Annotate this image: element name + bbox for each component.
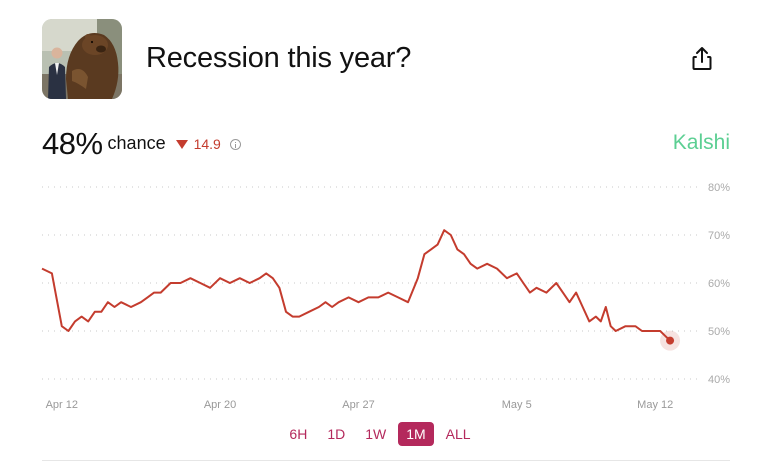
probability-chart: 80% 70% 60% 50% 40% Apr 12 Apr 20 Apr 27 May 5 M… [41, 182, 730, 411]
info-icon[interactable] [229, 138, 241, 150]
x-tick-label: May 5 [502, 399, 532, 411]
probability-value: 48% [42, 126, 103, 161]
x-tick-label: Apr 12 [46, 399, 78, 411]
range-button-1m[interactable]: 1M [398, 422, 434, 446]
y-axis: 80% 70% 60% 50% 40% [708, 182, 730, 386]
range-button-1d[interactable]: 1D [327, 426, 346, 442]
series-line [41, 229, 671, 342]
y-tick-label: 70% [708, 230, 730, 242]
range-button-all[interactable]: ALL [445, 426, 471, 442]
market-image [42, 19, 122, 99]
change-indicator: 14.9 [175, 136, 221, 152]
time-range-selector: 6H 1D 1W 1M ALL [0, 422, 760, 446]
y-tick-label: 50% [708, 326, 730, 338]
share-button[interactable] [688, 44, 716, 74]
question-title: Recession this year? [146, 42, 412, 74]
y-tick-label: 80% [708, 182, 730, 194]
x-tick-label: Apr 20 [204, 399, 236, 411]
change-value: 14.9 [193, 136, 221, 152]
triangle-down-icon [175, 139, 188, 149]
chance-label: chance [107, 132, 166, 153]
y-tick-label: 60% [708, 278, 730, 290]
range-button-1w[interactable]: 1W [365, 426, 387, 442]
x-tick-label: Apr 27 [342, 399, 374, 411]
current-point [666, 336, 675, 345]
share-icon [692, 47, 712, 70]
y-tick-label: 40% [708, 374, 730, 386]
brand-name: Kalshi [672, 131, 730, 154]
chart-grid [42, 186, 700, 380]
x-axis: Apr 12 Apr 20 Apr 27 May 5 May 12 [46, 399, 674, 411]
range-button-6h[interactable]: 6H [289, 426, 308, 442]
probability-summary: 48% chance 14.9 [42, 124, 241, 164]
x-tick-label: May 12 [637, 399, 673, 411]
divider [42, 460, 730, 461]
